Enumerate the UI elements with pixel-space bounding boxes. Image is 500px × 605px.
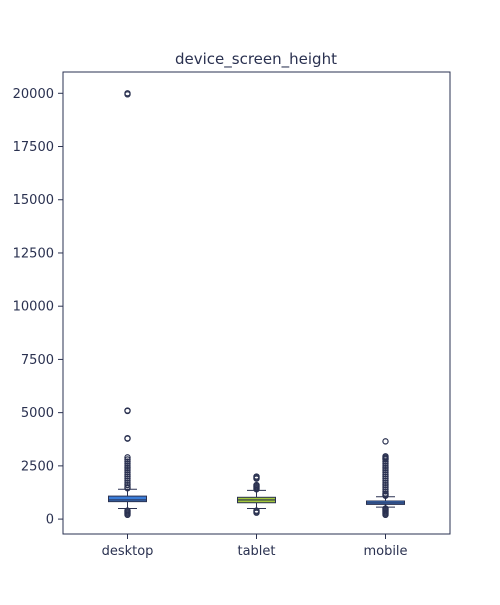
boxes-layer <box>108 90 405 519</box>
plot-frame <box>62 71 451 535</box>
outlier-point <box>382 460 389 467</box>
outlier-point <box>382 458 389 465</box>
outlier-point <box>124 460 131 467</box>
y-tick-label: 7500 <box>21 353 54 368</box>
outlier-point <box>124 464 131 472</box>
y-tick-label: 2500 <box>21 459 54 474</box>
outlier-point <box>382 511 389 519</box>
outlier-point <box>124 473 131 480</box>
outlier-point <box>124 466 131 474</box>
outlier-point <box>382 462 389 470</box>
y-tick-label: 20000 <box>13 87 54 102</box>
y-tick-label: 10000 <box>13 300 54 315</box>
y-tick-label: 17500 <box>13 140 54 155</box>
box-iqr <box>108 495 147 503</box>
outlier-point <box>382 471 389 478</box>
outlier-point <box>382 438 389 445</box>
outlier-point <box>124 481 131 489</box>
outlier-point <box>124 462 131 470</box>
outlier-point <box>124 458 131 465</box>
y-tick-label: 5000 <box>21 406 54 421</box>
axes-layer: 0 2500 5000 7500 10000 12500 15000 17500 20000 de… <box>13 71 451 559</box>
outlier-point <box>124 485 131 492</box>
box-group-mobile <box>366 438 405 519</box>
box-group-desktop <box>108 90 147 519</box>
outlier-point <box>382 481 389 489</box>
x-tick-label: mobile <box>363 544 407 559</box>
y-tick-label: 15000 <box>13 193 54 208</box>
outlier-point <box>253 486 260 493</box>
outlier-point <box>124 469 131 476</box>
outlier-point <box>124 475 131 482</box>
outlier-point <box>124 454 131 461</box>
outlier-point <box>124 435 131 442</box>
x-tick-label: desktop <box>102 544 154 559</box>
outlier-point <box>382 477 389 484</box>
x-tick-label: tablet <box>237 544 275 559</box>
outlier-point <box>124 407 131 415</box>
outlier-point <box>382 456 389 463</box>
outlier-point <box>382 492 389 499</box>
y-tick-label: 0 <box>46 513 54 528</box>
chart-title: device_screen_height <box>175 50 337 69</box>
outlier-point <box>382 483 389 491</box>
outlier-point <box>382 473 389 480</box>
outlier-point <box>124 471 131 478</box>
outlier-point <box>124 91 131 98</box>
outlier-point <box>382 475 389 482</box>
outlier-point <box>124 511 131 519</box>
outlier-point <box>382 469 389 476</box>
outlier-point <box>382 464 389 472</box>
outlier-point <box>124 456 131 463</box>
outlier-point <box>253 509 260 516</box>
box-group-tablet <box>237 473 276 516</box>
outlier-point <box>253 475 260 482</box>
outlier-point <box>124 477 131 484</box>
y-tick-label: 12500 <box>13 246 54 261</box>
outlier-point <box>382 466 389 474</box>
outlier-point <box>382 488 389 495</box>
outlier-point <box>382 479 389 487</box>
